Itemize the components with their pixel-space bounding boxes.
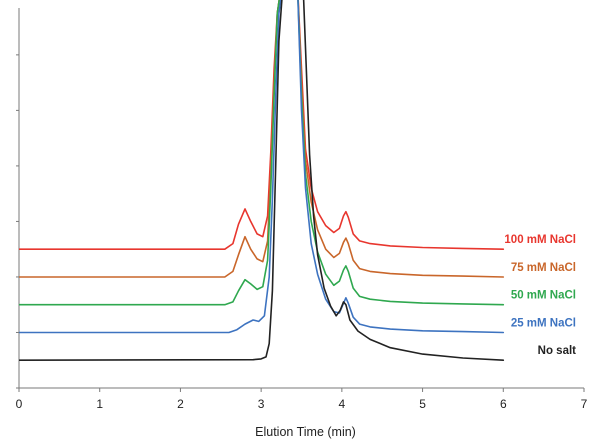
x-axis-title: Elution Time (min): [255, 425, 356, 439]
series-lines: [19, 0, 505, 361]
series-label-no-salt: No salt: [538, 345, 577, 357]
x-tick-label: 2: [177, 397, 184, 411]
series-label-25-mm-nacl: 25 mM NaCl: [511, 317, 576, 329]
x-tick-label: 3: [258, 397, 265, 411]
y-axis: [16, 8, 20, 389]
x-tick-label: 7: [581, 397, 588, 411]
series-line-no-salt: [19, 0, 505, 361]
x-axis: 0 1 2 3 4 5 6 7: [16, 387, 588, 411]
x-tick-label: 6: [500, 397, 507, 411]
series-labels: 100 mM NaCl 75 mM NaCl 50 mM NaCl 25 mM NaC…: [504, 234, 576, 357]
series-label-75-mm-nacl: 75 mM NaCl: [511, 262, 576, 274]
x-tick-label: 4: [339, 397, 346, 411]
x-tick-label: 0: [16, 397, 23, 411]
series-label-50-mm-nacl: 50 mM NaCl: [511, 290, 576, 302]
series-label-100-mm-nacl: 100 mM NaCl: [504, 234, 576, 246]
series-line-25-mm-nacl: [19, 0, 505, 334]
series-line-100-mm-nacl: [19, 0, 505, 250]
x-tick-label: 5: [419, 397, 426, 411]
x-tick-label: 1: [96, 397, 103, 411]
series-line-50-mm-nacl: [19, 0, 505, 306]
